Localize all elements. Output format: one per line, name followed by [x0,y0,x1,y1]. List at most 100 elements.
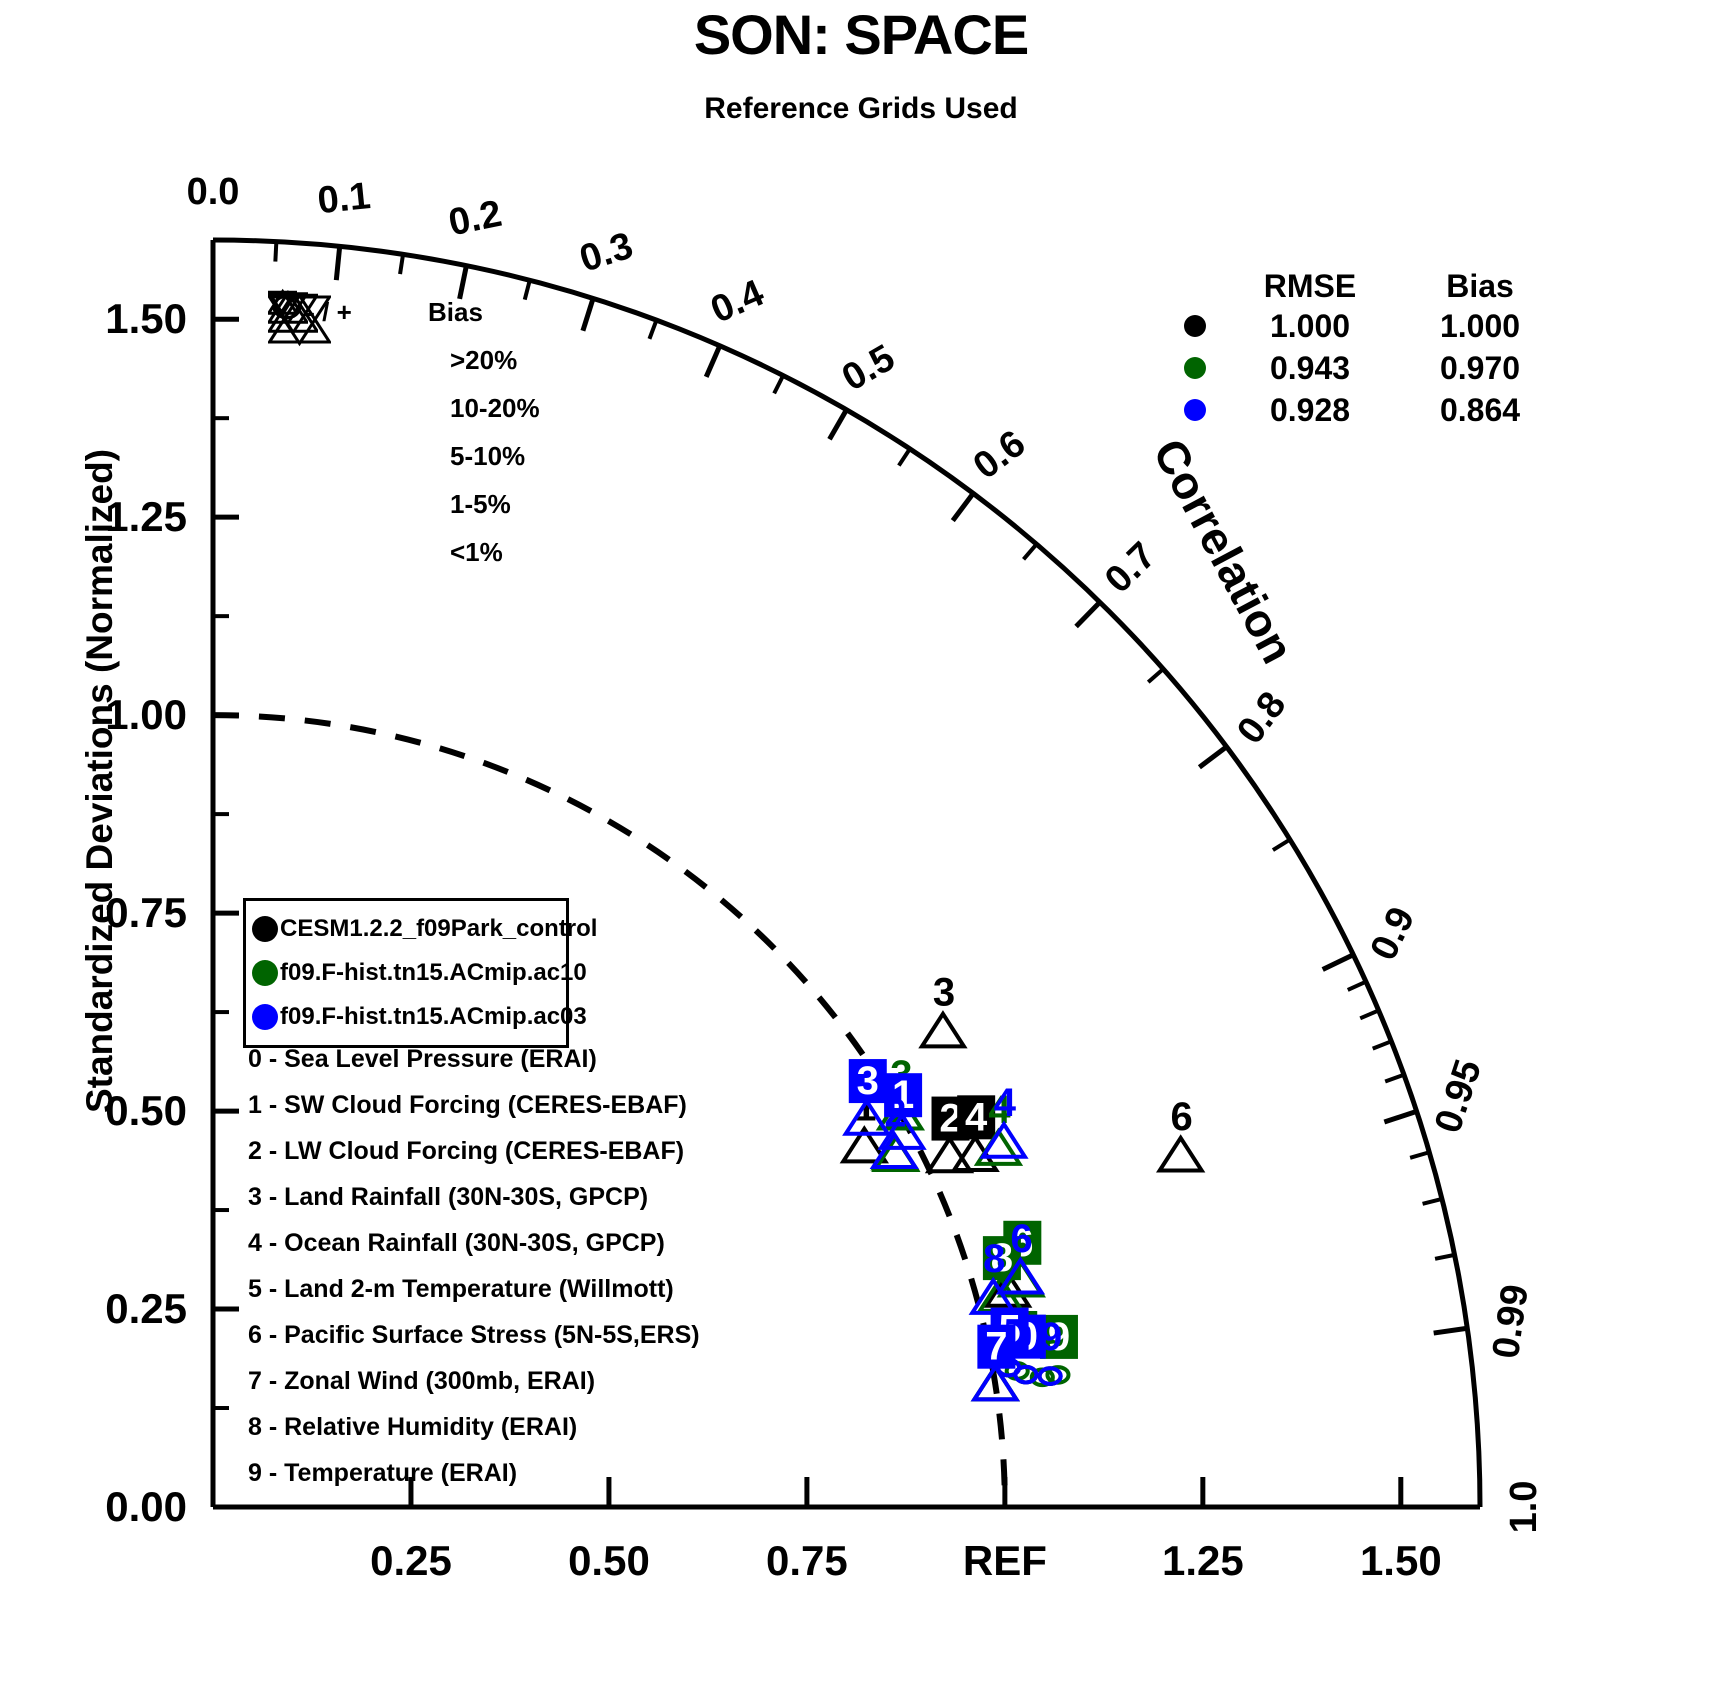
data-point-label: 6 [1010,1217,1032,1261]
y-tick-label: 1.25 [105,493,187,540]
bias-legend-row: 10-20% [268,291,540,432]
stats-bias-value: 0.864 [1439,391,1521,428]
data-point-label: 6 [1171,1095,1193,1139]
model-legend-label: f09.F-hist.tn15.ACmip.ac10 [280,959,587,986]
correlation-tick-label: 0.1 [316,175,373,222]
stats-rmse-value: 0.928 [1269,391,1351,428]
bias-legend-rows: >20% 10-20% 5-10% 1-5% <1% [268,288,540,576]
bias-legend-row: >20% [268,292,540,384]
bias-legend-row: 1-5% [268,288,540,528]
data-point-label: 9 [1040,1315,1062,1359]
y-tick-label: 1.50 [105,295,187,342]
model-legend-rows: CESM1.2.2_f09Park_control f09.F-hist.tn15… [252,907,597,1039]
variable-legend-item: 8 - Relative Humidity (ERAI) [248,1413,578,1441]
bias-legend-label: >20% [450,344,518,375]
stats-table-row: 1.000 1.000 [1165,305,1565,347]
series-color-dot [1165,357,1225,379]
model-legend-item[interactable]: f09.F-hist.tn15.ACmip.ac03 [252,995,587,1039]
y-tick-label: 0.75 [105,889,187,936]
series-color-dot [252,1004,278,1030]
correlation-tick-label: 0.4 [705,272,770,332]
bias-legend-row: 5-10% [268,289,540,480]
x-tick-label: 1.25 [1162,1537,1244,1584]
data-point: 4 [979,1081,1029,1159]
page-title: SON: SPACE [693,3,1029,66]
stats-rmse-value: 1.000 [1269,307,1351,344]
bias-legend-label: 10-20% [450,392,540,423]
data-point-label: 2 [939,1097,961,1141]
data-point-label: 7 [985,1325,1007,1369]
correlation-tick-label: 0.6 [966,422,1033,487]
data-point: 2 [869,1091,919,1170]
data-point: 6 [1156,1095,1206,1173]
x-tick-label: 0.50 [568,1537,650,1584]
bias-legend-label: 1-5% [450,488,511,519]
stats-col-bias: Bias [1446,268,1514,304]
variable-legend-item: 3 - Land Rainfall (30N-30S, GPCP) [248,1183,649,1211]
correlation-tick-label: 0.7 [1097,534,1164,601]
data-point-label: 4 [988,1088,1011,1132]
data-point: 6 [995,1217,1046,1295]
stats-table-rows: 1.000 1.000 0.943 0.970 0.928 0.864 [1165,305,1565,431]
variable-legend-item: 7 - Zonal Wind (300mb, ERAI) [248,1367,596,1395]
data-point-label: 9 [1048,1315,1070,1359]
bias-legend-label: <1% [450,536,503,567]
x-tick-label: 1.50 [1360,1537,1442,1584]
bias-legend-row: <1% [268,294,540,576]
stats-bias-value: 1.000 [1439,307,1521,344]
data-point-label: 2 [884,1091,906,1135]
variable-legend-item: 2 - LW Cloud Forcing (CERES-EBAF) [248,1137,685,1165]
series-color-dot [1165,399,1225,421]
variable-legend-item: 1 - SW Cloud Forcing (CERES-EBAF) [248,1091,687,1119]
variable-legend-item: 4 - Ocean Rainfall (30N-30S, GPCP) [248,1229,665,1257]
series-color-dot [1165,315,1225,337]
variable-legend-item: 9 - Temperature (ERAI) [248,1459,518,1487]
correlation-tick-label: 0.8 [1229,684,1294,751]
x-tick-label: REF [963,1537,1047,1584]
bias-legend-title: Bias [428,296,483,327]
stats-table-row: 0.928 0.864 [1165,389,1565,431]
data-point: 9 [1037,1315,1063,1386]
correlation-tick-label: 0.9 [1363,901,1424,967]
correlation-tick-label: 0.3 [575,225,638,281]
correlation-tick-label: 0.2 [445,193,505,245]
correlation-tick-label: 0.95 [1427,1055,1490,1138]
data-point: 3 [918,971,968,1049]
variable-legend-item: 6 - Pacific Surface Stress (5N-5S,ERS) [248,1321,700,1349]
y-tick-label: 0.25 [105,1285,187,1332]
data-point: 9 [1039,1314,1078,1385]
stats-table-row: 0.943 0.970 [1165,347,1565,389]
correlation-tick-label: 0.5 [835,337,902,400]
model-legend-item[interactable]: CESM1.2.2_f09Park_control [252,907,597,951]
correlation-tick-label: 1.0 [1503,1481,1545,1534]
page-subtitle: Reference Grids Used [704,92,1018,125]
bias-legend-label: 5-10% [450,440,526,471]
model-legend-label: f09.F-hist.tn15.ACmip.ac03 [280,1003,587,1030]
model-legend: CESM1.2.2_f09Park_control f09.F-hist.tn15… [243,898,597,1048]
y-tick-label: 0.00 [105,1483,187,1530]
stats-table: RMSE Bias 1.000 1.000 0.943 0.970 0.928 0.864 [1165,268,1565,431]
y-tick-label: 0.50 [105,1087,187,1134]
data-point: 3 [842,1059,892,1136]
bias-legend: - / + Bias >20% 10-20% 5-10% 1-5% <1% [268,288,540,576]
data-point-label: 3 [933,971,955,1015]
model-legend-item[interactable]: f09.F-hist.tn15.ACmip.ac10 [252,951,587,995]
data-point-label: 8 [983,1237,1005,1281]
data-point: 8 [968,1237,1018,1315]
stats-rmse-value: 0.943 [1269,349,1351,386]
stats-table-header: RMSE Bias [1165,268,1565,305]
data-point-label: 4 [994,1081,1017,1125]
variable-legend: 0 - Sea Level Pressure (ERAI) 1 - SW Clou… [248,1036,700,1496]
variable-legend-item: 5 - Land 2-m Temperature (Willmott) [248,1275,674,1303]
x-tick-label: 0.75 [766,1537,848,1584]
data-point-label: 3 [857,1059,879,1103]
variable-legend-item: 0 - Sea Level Pressure (ERAI) [248,1045,597,1073]
correlation-tick-label: 0.99 [1485,1282,1537,1361]
data-point-label: 1 [892,1073,914,1117]
data-point: 7 [970,1324,1021,1402]
series-color-dot [252,916,278,942]
data-point-label: 4 [965,1095,988,1139]
series-color-dot [252,960,278,986]
x-tick-label: 0.25 [370,1537,452,1584]
